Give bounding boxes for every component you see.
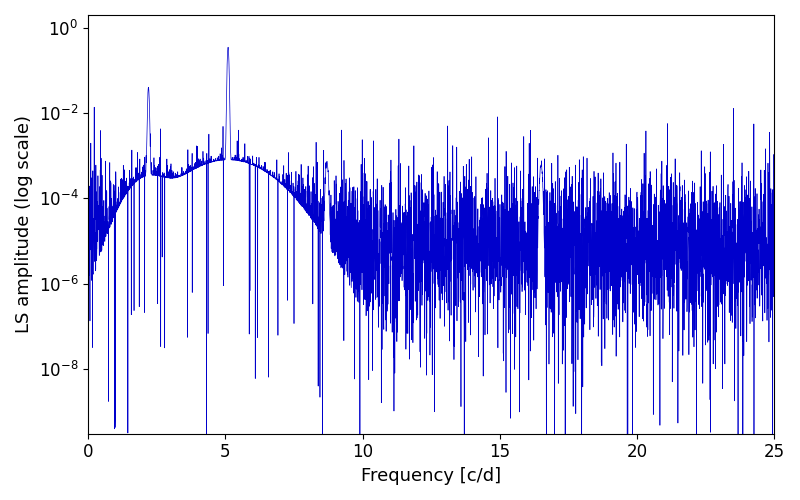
X-axis label: Frequency [c/d]: Frequency [c/d] — [361, 467, 502, 485]
Y-axis label: LS amplitude (log scale): LS amplitude (log scale) — [15, 116, 33, 334]
